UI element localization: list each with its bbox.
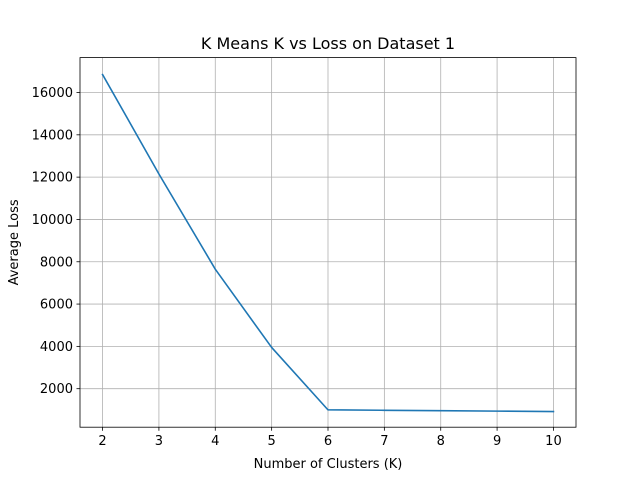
x-axis-label: Number of Clusters (K): [254, 457, 403, 472]
x-tick-label: 7: [380, 434, 388, 449]
y-tick-label: 6000: [40, 298, 73, 313]
y-tick-label: 8000: [40, 255, 73, 270]
axis-ticks: 2 3 4 5 6 7 8 9 10 2000 4000 6000 8000 10000 12000 1400…: [32, 86, 562, 449]
x-tick-label: 9: [493, 434, 501, 449]
y-tick-label: 14000: [32, 128, 73, 143]
x-tick-label: 4: [211, 434, 219, 449]
x-tick-label: 8: [437, 434, 445, 449]
series-group: [101, 73, 555, 413]
y-tick-label: 16000: [32, 86, 73, 101]
x-tick-label: 2: [98, 434, 106, 449]
grid-lines: [80, 57, 576, 428]
y-tick-label: 2000: [40, 382, 73, 397]
x-tick-label: 10: [545, 434, 562, 449]
x-tick-label: 6: [324, 434, 332, 449]
y-tick-label: 10000: [32, 213, 73, 228]
x-tick-label: 5: [267, 434, 275, 449]
y-tick-label: 4000: [40, 340, 73, 355]
x-tick-label: 3: [155, 434, 163, 449]
series-line: [101, 73, 555, 413]
y-tick-label: 12000: [32, 171, 73, 186]
y-axis-label: Average Loss: [7, 199, 22, 285]
chart-title: K Means K vs Loss on Dataset 1: [201, 34, 455, 53]
